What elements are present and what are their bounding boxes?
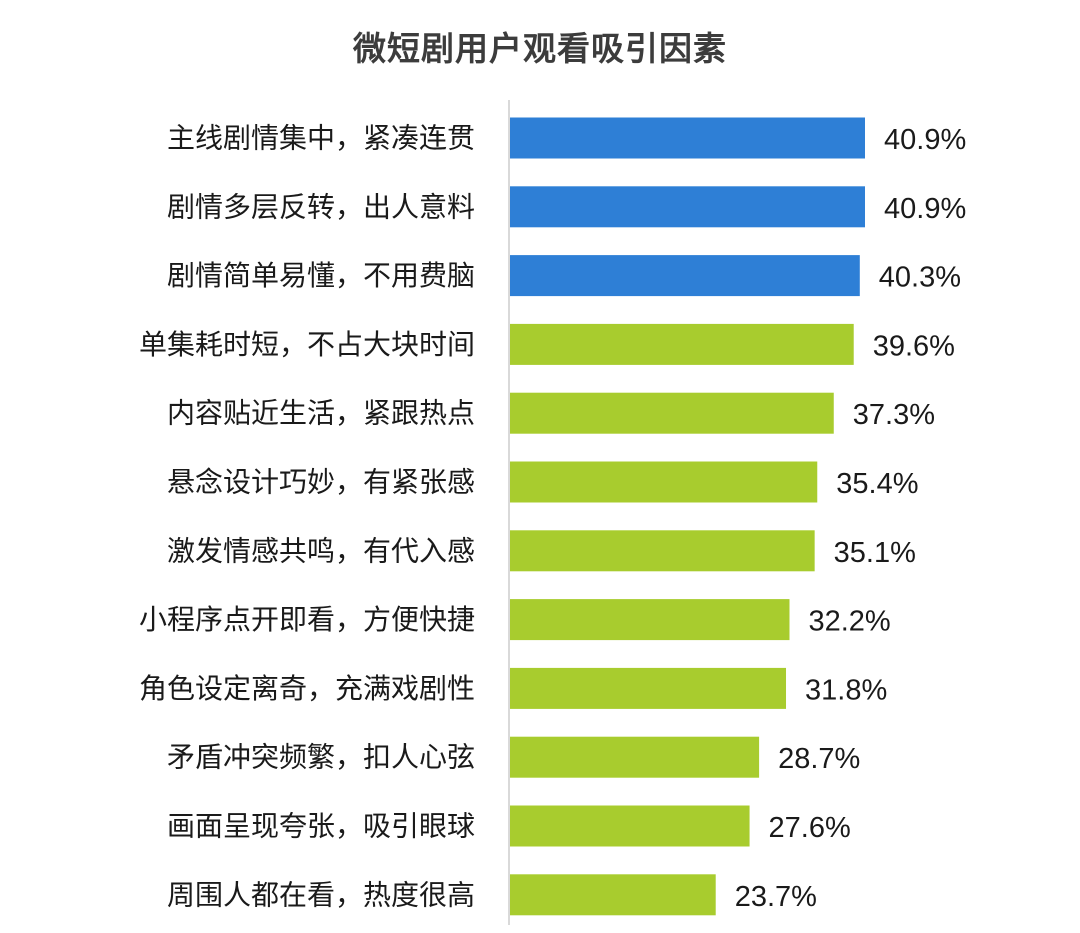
category-label: 悬念设计巧妙，有紧张感 — [167, 466, 475, 499]
bar — [510, 530, 815, 572]
category-label: 矛盾冲突频繁，扣人心弦 — [167, 741, 475, 774]
bar — [510, 461, 818, 503]
data-label: 32.2% — [808, 606, 890, 638]
data-label: 40.9% — [884, 193, 966, 225]
bar — [510, 667, 787, 709]
category-label: 单集耗时短，不占大块时间 — [139, 328, 475, 361]
bar — [510, 323, 854, 365]
category-label: 画面呈现夸张，吸引眼球 — [167, 810, 475, 843]
data-label: 27.6% — [769, 812, 851, 844]
bar — [510, 117, 865, 159]
data-label: 23.7% — [735, 881, 817, 913]
data-label: 31.8% — [805, 674, 887, 706]
bar — [510, 392, 834, 434]
bar — [510, 805, 750, 847]
data-label: 35.1% — [834, 537, 916, 569]
data-label: 39.6% — [873, 330, 955, 362]
bar — [510, 599, 790, 641]
category-label: 周围人都在看，热度很高 — [167, 878, 475, 911]
bar — [510, 874, 716, 916]
category-label: 小程序点开即看，方便快捷 — [139, 603, 475, 636]
data-label: 40.3% — [879, 262, 961, 294]
data-label: 28.7% — [778, 743, 860, 775]
chart-title: 微短剧用户观看吸引因素 — [353, 29, 727, 68]
data-label: 35.4% — [836, 468, 918, 500]
bar — [510, 186, 865, 228]
category-label: 激发情感共鸣，有代入感 — [167, 534, 475, 567]
category-label: 内容贴近生活，紧跟热点 — [167, 397, 475, 430]
category-label: 剧情多层反转，出人意料 — [167, 190, 475, 223]
bars-layer: 主线剧情集中，紧凑连贯 40.9% 剧情多层反转，出人意料 40.9% 剧情简单易懂，不… — [139, 117, 966, 916]
data-label: 37.3% — [853, 399, 935, 431]
category-label: 剧情简单易懂，不用费脑 — [167, 259, 475, 292]
category-label: 角色设定离奇，充满戏剧性 — [139, 672, 475, 705]
data-label: 40.9% — [884, 124, 966, 156]
bar — [510, 736, 760, 778]
category-label: 主线剧情集中，紧凑连贯 — [167, 122, 475, 155]
bar — [510, 255, 860, 297]
